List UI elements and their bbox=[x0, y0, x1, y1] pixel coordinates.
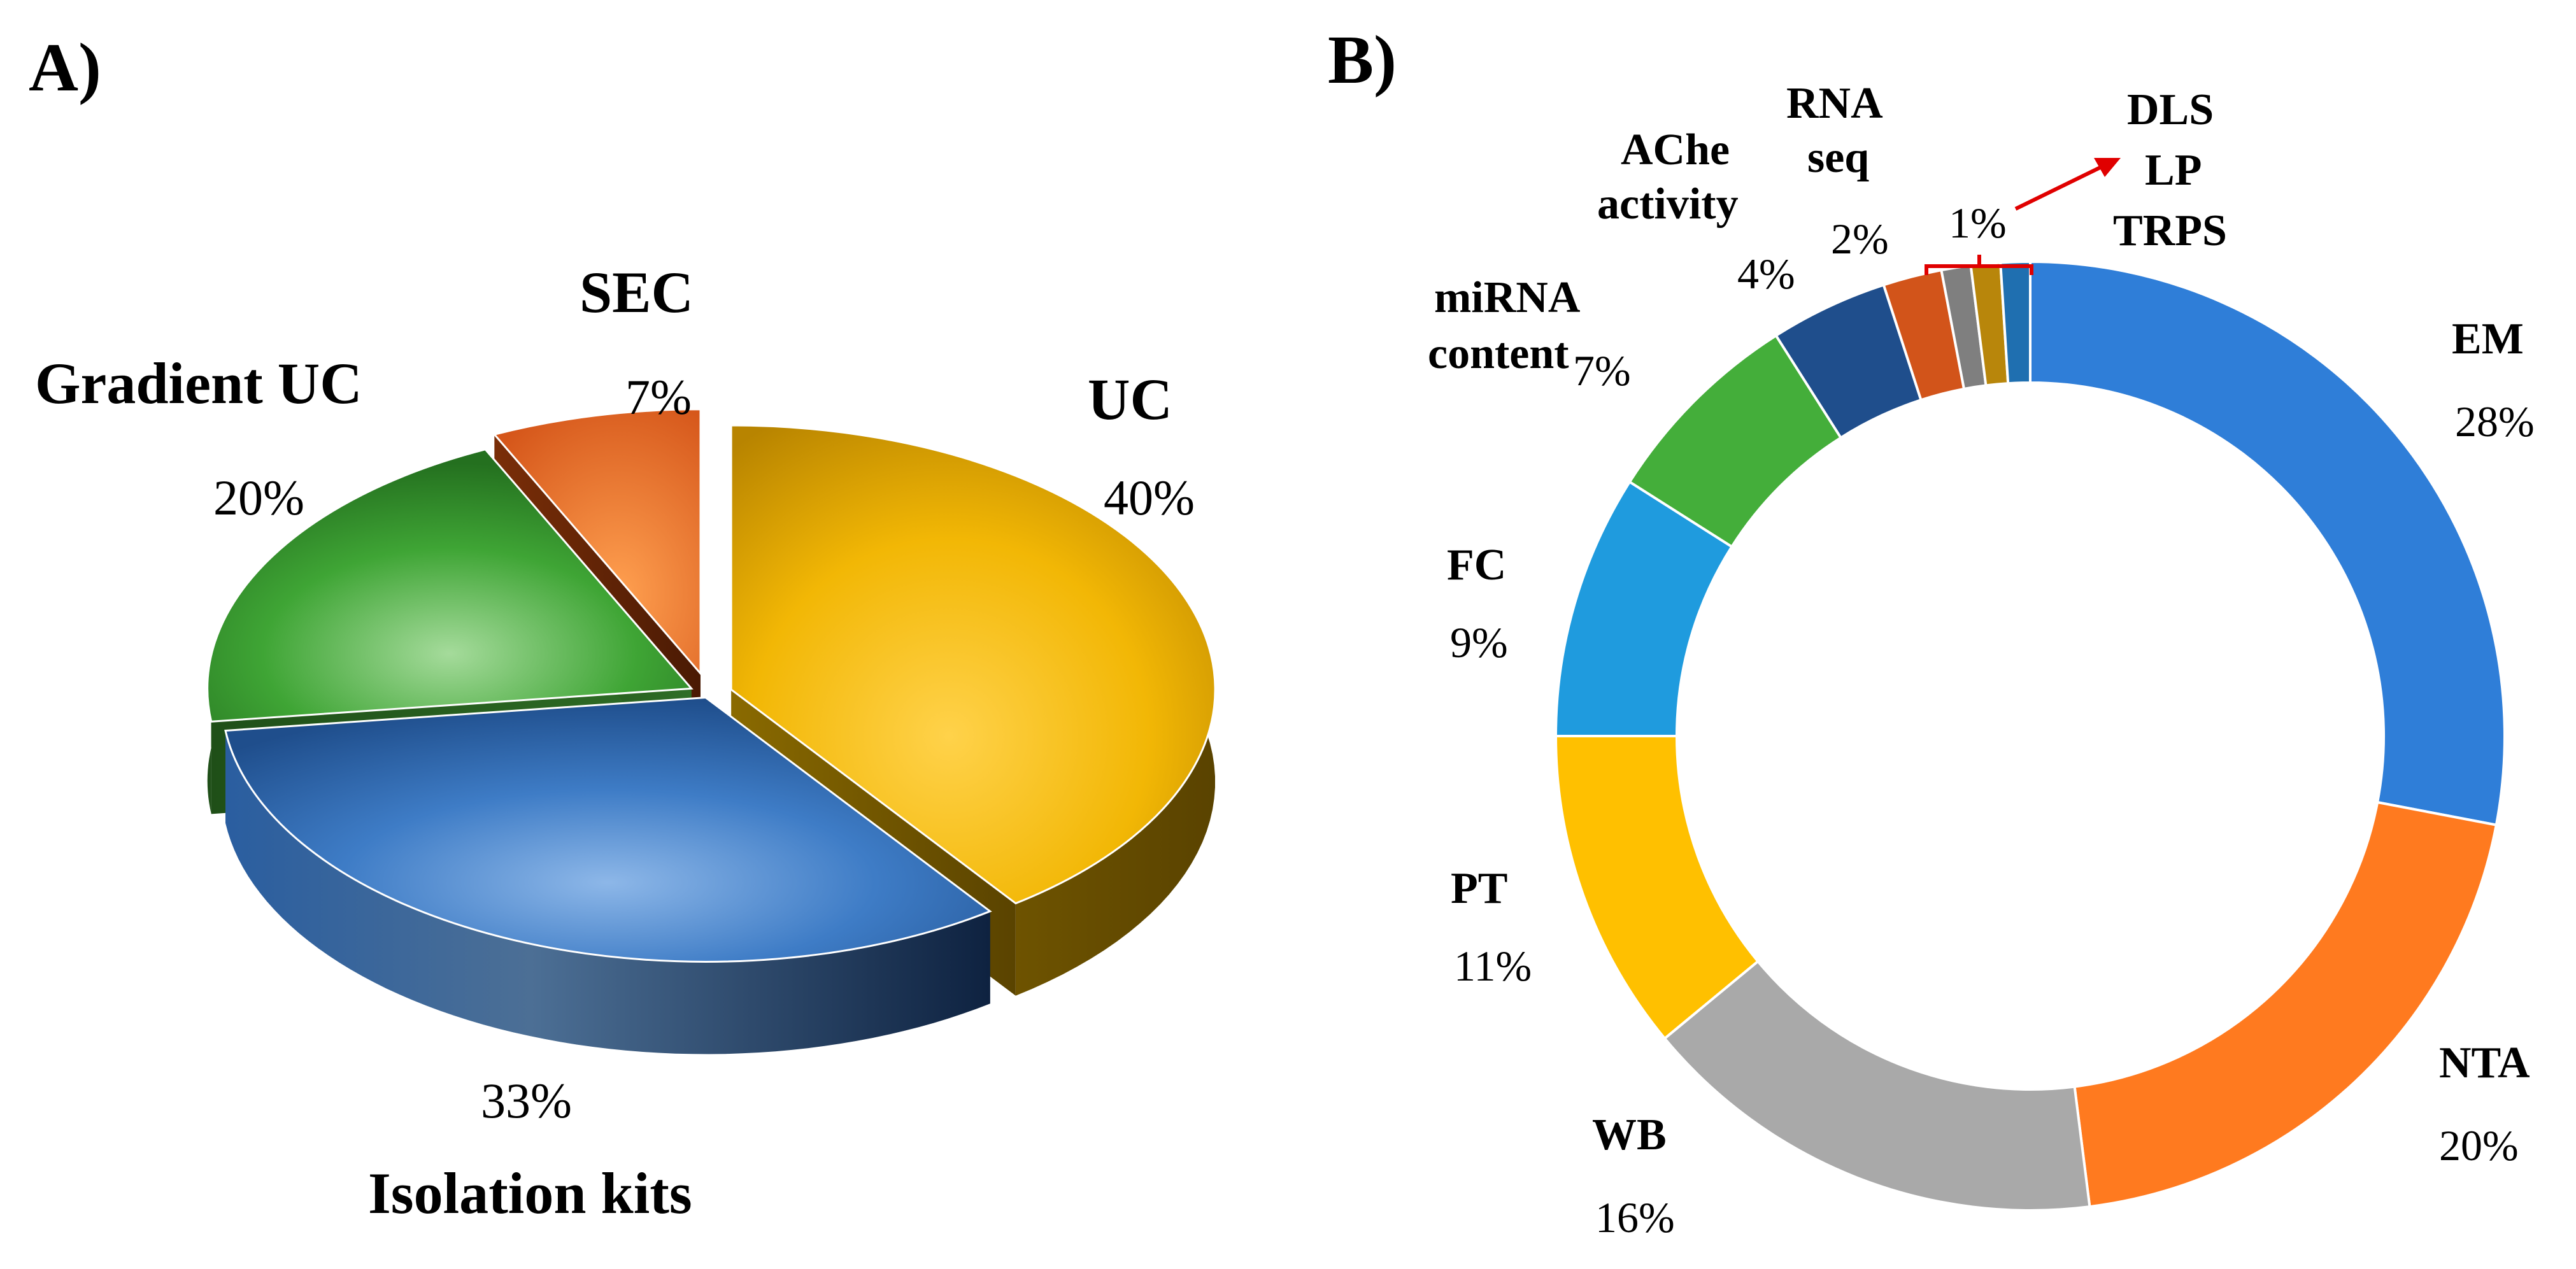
donut-slice-dls bbox=[1999, 260, 2032, 385]
pct-rna-seq: 2% bbox=[1831, 215, 1889, 263]
label-ache-activity: AChe activity bbox=[1597, 125, 1741, 229]
label-nta: NTA bbox=[2439, 1039, 2530, 1088]
donut-chart-characterization bbox=[1554, 260, 2506, 1212]
label-wb: WB bbox=[1592, 1110, 1667, 1159]
label-isolation-kits: Isolation kits bbox=[368, 1161, 692, 1226]
pct-wb: 16% bbox=[1595, 1193, 1675, 1242]
pct-pt: 11% bbox=[1454, 942, 1532, 990]
label-gradient-uc: Gradient UC bbox=[35, 351, 362, 416]
slice-isolation-kits-top bbox=[224, 696, 992, 963]
panel-label-a: A) bbox=[29, 30, 101, 106]
pct-fc: 9% bbox=[1450, 618, 1508, 667]
label-mirna-line1: miRNA bbox=[1434, 273, 1581, 322]
label-ache-line2: activity bbox=[1597, 180, 1739, 229]
label-em: EM bbox=[2452, 315, 2524, 364]
label-mirna-content: miRNA content bbox=[1428, 273, 1589, 378]
donut-slice-nta bbox=[2073, 800, 2498, 1209]
donut-slice-em bbox=[2029, 260, 2506, 826]
slice-isolation-kits bbox=[224, 696, 992, 1054]
label-pt: PT bbox=[1451, 864, 1507, 913]
slice-uc-top bbox=[730, 424, 1216, 905]
label-dls: DLS bbox=[2127, 85, 2214, 134]
pct-mirna-content: 7% bbox=[1573, 346, 1631, 395]
panel-label-b: B) bbox=[1328, 22, 1397, 98]
pct-nta: 20% bbox=[2439, 1121, 2519, 1170]
slice-gradient-uc-top bbox=[206, 448, 694, 723]
label-uc: UC bbox=[1088, 367, 1172, 432]
label-lp: LP bbox=[2145, 146, 2202, 195]
label-rna-line1: RNA bbox=[1786, 79, 1883, 128]
annotation-arrowhead bbox=[2094, 158, 2121, 177]
label-sec: SEC bbox=[580, 260, 694, 325]
pct-sec: 7% bbox=[625, 369, 692, 425]
pct-isolation-kits: 33% bbox=[481, 1073, 572, 1128]
annotation-arrow bbox=[2014, 165, 2103, 211]
label-mirna-line2: content bbox=[1428, 329, 1569, 378]
label-ache-line1: AChe bbox=[1621, 125, 1730, 174]
label-rna-seq: RNA seq bbox=[1786, 79, 1891, 182]
pct-uc: 40% bbox=[1104, 470, 1195, 525]
pct-gradient-uc: 20% bbox=[213, 470, 304, 525]
pct-ache-activity: 4% bbox=[1737, 250, 1795, 298]
pct-em: 28% bbox=[2455, 397, 2535, 446]
label-rna-line2: seq bbox=[1807, 133, 1869, 182]
label-trps: TRPS bbox=[2113, 206, 2227, 255]
slice-sec-top bbox=[492, 408, 702, 676]
pie-chart-isolation bbox=[206, 408, 1216, 1054]
pct-small-group: 1% bbox=[1949, 199, 2007, 247]
donut-slice-wb bbox=[1663, 959, 2091, 1212]
slice-isolation-kits-side bbox=[225, 730, 990, 1054]
label-fc: FC bbox=[1447, 541, 1506, 590]
